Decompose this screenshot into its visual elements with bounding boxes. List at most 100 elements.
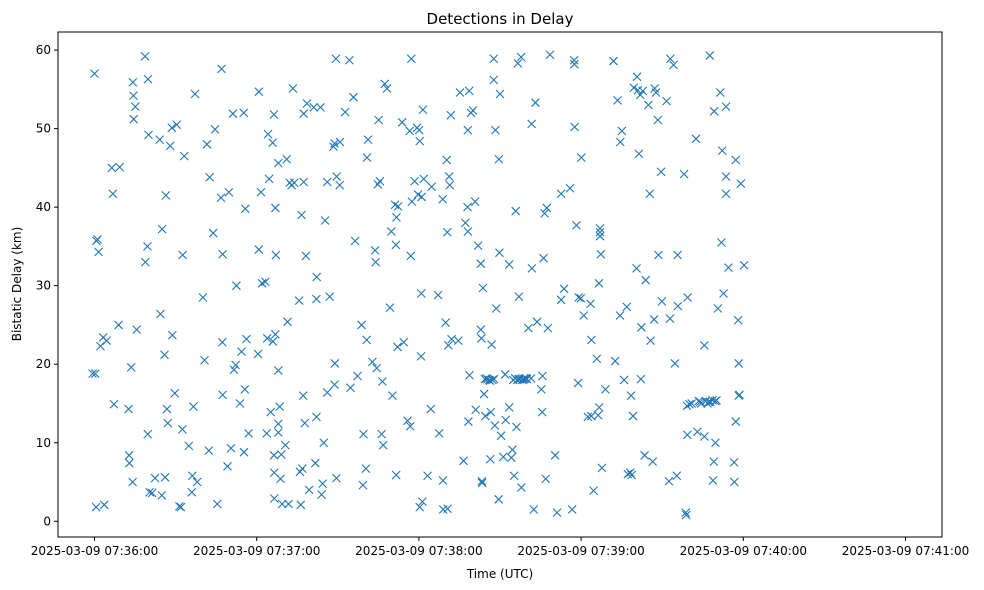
data-point [709, 106, 719, 116]
data-point [132, 325, 142, 335]
data-point [216, 193, 226, 203]
data-point [114, 320, 123, 330]
data-point [107, 163, 117, 173]
data-point [669, 60, 678, 70]
data-point [270, 329, 280, 339]
data-point [473, 241, 483, 251]
data-point [392, 212, 401, 222]
data-point [273, 419, 283, 429]
data-point [325, 292, 335, 302]
data-point [513, 59, 523, 68]
data-point [223, 461, 232, 471]
data-point [477, 478, 487, 488]
data-point [656, 167, 666, 177]
data-point [692, 427, 702, 437]
data-point [496, 431, 506, 441]
data-point [552, 508, 562, 518]
plot-frame [57, 31, 943, 538]
data-point [165, 141, 175, 151]
data-point [559, 284, 569, 294]
data-point [375, 176, 385, 186]
data-point [486, 407, 496, 417]
data-point [276, 450, 286, 459]
data-point [573, 378, 583, 388]
data-point [312, 294, 321, 304]
data-point [332, 473, 341, 483]
data-point [359, 429, 368, 439]
data-point [256, 187, 266, 197]
data-point [541, 474, 551, 484]
data-point [239, 447, 249, 457]
y-tick-label: 20 [36, 357, 51, 371]
data-point [619, 375, 629, 385]
y-tick-label: 0 [43, 514, 51, 528]
data-point [393, 201, 403, 211]
data-point [538, 371, 547, 381]
data-point [527, 264, 537, 273]
data-point [464, 86, 474, 96]
x-tick-label: 2025-03-09 07:36:00 [31, 544, 158, 558]
data-point [526, 373, 536, 383]
data-point [574, 293, 584, 302]
data-point [382, 84, 392, 93]
data-point [601, 384, 610, 394]
data-point [335, 137, 345, 147]
x-tick-label: 2025-03-09 07:37:00 [193, 544, 320, 558]
data-point [374, 115, 384, 125]
data-point [735, 390, 744, 400]
data-point [177, 425, 187, 434]
data-point [719, 289, 728, 298]
data-point [271, 250, 281, 260]
data-point [157, 490, 167, 500]
data-point [443, 340, 453, 350]
data-point [309, 103, 319, 112]
data-point [263, 129, 273, 139]
data-point [124, 458, 134, 468]
data-point [665, 314, 675, 324]
data-point [613, 95, 622, 105]
data-point [681, 508, 691, 518]
data-point [531, 98, 540, 108]
data-point [682, 430, 692, 440]
data-point [406, 251, 416, 261]
data-point [609, 56, 618, 66]
data-point [646, 336, 655, 346]
data-point [713, 304, 723, 313]
data-point [385, 303, 395, 313]
data-point [157, 224, 167, 234]
data-point [170, 388, 180, 398]
data-point [202, 139, 212, 149]
data-point [262, 333, 272, 343]
data-point [277, 499, 287, 509]
data-point [632, 72, 642, 82]
data-point [494, 154, 504, 164]
data-point [586, 299, 595, 309]
x-axis-label: Time (UTC) [466, 567, 533, 581]
data-point [268, 138, 278, 148]
data-point [685, 399, 694, 409]
data-point [626, 391, 636, 401]
data-point [416, 289, 426, 298]
data-point [200, 355, 209, 365]
data-point [362, 153, 372, 163]
data-point [128, 77, 138, 87]
x-tick-label: 2025-03-09 07:39:00 [517, 544, 644, 558]
data-point [297, 210, 306, 220]
data-point [317, 490, 326, 499]
data-point [260, 277, 270, 287]
data-point [262, 428, 272, 438]
data-point [596, 249, 606, 259]
data-point [654, 250, 663, 260]
data-point [595, 227, 605, 237]
data-point [192, 477, 202, 487]
data-point [529, 505, 539, 514]
data-point [500, 370, 510, 379]
data-point [282, 154, 292, 164]
data-point [167, 123, 177, 133]
data-point [506, 453, 516, 463]
data-point [231, 360, 240, 370]
data-point [491, 304, 501, 313]
data-point [651, 88, 661, 97]
y-tick-label: 10 [36, 436, 51, 450]
y-tick-label: 40 [36, 200, 51, 214]
